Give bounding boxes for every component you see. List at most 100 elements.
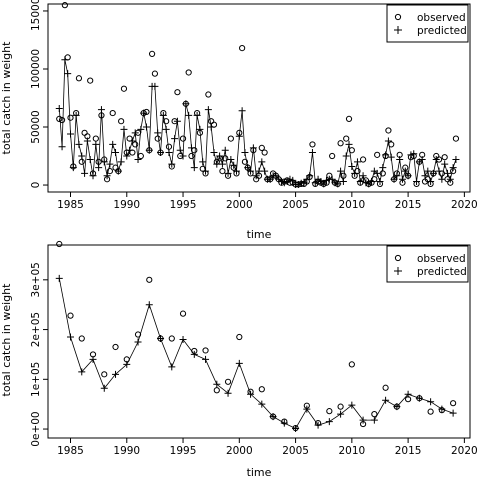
observed-point [137, 152, 144, 160]
top-marks [55, 2, 460, 188]
observed-point [213, 387, 220, 394]
observed-point [224, 378, 232, 385]
observed-point [385, 127, 392, 134]
predicted-point [171, 135, 179, 143]
observed-point [140, 109, 147, 117]
observed-point [129, 149, 136, 156]
predicted-point [213, 380, 221, 388]
observed-point [208, 118, 215, 125]
bottom-plot-frame [47, 244, 471, 439]
predicted-point [142, 123, 150, 131]
predicted-point [227, 156, 235, 164]
bottom-legend-box [386, 245, 469, 283]
observed-point [303, 402, 310, 409]
predicted-point [78, 152, 86, 160]
observed-point [134, 331, 142, 338]
predicted-point [58, 143, 66, 151]
predicted-point [387, 153, 395, 161]
observed-point [115, 168, 122, 175]
predicted-point [117, 158, 125, 166]
observed-point [416, 395, 423, 402]
observed-point [191, 347, 198, 355]
observed-point [210, 121, 218, 128]
predicted-point [100, 384, 108, 392]
observed-point [379, 170, 386, 177]
predicted-point [353, 158, 361, 166]
observed-point [413, 180, 420, 187]
observed-point [247, 170, 254, 177]
predicted-point [202, 355, 210, 363]
observed-point [371, 176, 378, 183]
predicted-point [438, 175, 446, 183]
observed-point [452, 135, 460, 142]
observed-point [427, 408, 434, 415]
bottom-legend: observed predicted [386, 245, 469, 283]
predicted-point [123, 152, 131, 160]
observed-point [236, 333, 243, 341]
y-tick-label: 0e+00 [30, 411, 42, 446]
observed-point [450, 168, 457, 175]
predicted-point [342, 152, 350, 160]
observed-point [348, 147, 355, 154]
observed-point [84, 133, 91, 140]
observed-point [407, 154, 415, 161]
observed-point [134, 129, 142, 136]
predicted-point [449, 164, 457, 172]
predicted-point [67, 130, 75, 138]
observed-point [447, 179, 454, 186]
observed-point [112, 343, 119, 351]
bottom-marks [55, 240, 457, 433]
observed-point [396, 151, 403, 158]
observed-point [182, 100, 189, 107]
observed-point [70, 163, 77, 170]
observed-point [292, 424, 299, 432]
predicted-point [190, 350, 198, 358]
predicted-point [109, 140, 117, 148]
top-legend-observed-symbol [394, 13, 402, 21]
bottom-xlabel: time [247, 466, 272, 479]
observed-point [205, 91, 212, 98]
observed-point [87, 77, 94, 84]
observed-point [171, 118, 178, 125]
observed-point [196, 129, 204, 136]
bottom-ylabel: total catch in weight [0, 283, 13, 397]
predicted-point [339, 178, 347, 186]
predicted-point [373, 169, 381, 177]
observed-point [435, 156, 443, 163]
observed-point [202, 170, 209, 177]
observed-point [374, 151, 381, 158]
predicted-point [379, 164, 387, 172]
observed-point [382, 384, 389, 391]
observed-point [67, 114, 74, 121]
observed-point [163, 118, 170, 125]
observed-point [343, 135, 350, 142]
predicted-point [199, 158, 207, 166]
observed-point [168, 163, 175, 170]
top-legend-box [386, 4, 469, 43]
x-tick-label: 2000 [226, 199, 253, 211]
observed-point [202, 347, 209, 354]
predicted-point [86, 156, 94, 164]
observed-point [264, 176, 271, 183]
predicted-point [179, 336, 187, 344]
observed-point [101, 371, 108, 378]
top-plot-frame [47, 3, 471, 193]
observed-point [438, 170, 445, 177]
observed-point [250, 147, 257, 154]
observed-point [340, 172, 347, 179]
observed-point [419, 151, 426, 158]
observed-point [179, 310, 187, 317]
predicted-point [398, 175, 406, 183]
x-tick-label: 2015 [395, 199, 422, 211]
predicted-point [337, 410, 345, 418]
observed-point [78, 158, 85, 165]
predicted-point [204, 106, 212, 114]
observed-point [424, 176, 431, 183]
observed-point [345, 115, 353, 122]
observed-point [390, 176, 398, 183]
observed-point [326, 408, 333, 415]
x-tick-label: 2020 [451, 199, 478, 211]
observed-point [58, 116, 66, 124]
predicted-point [238, 107, 246, 115]
top-legend-observed-label: observed [417, 12, 466, 24]
